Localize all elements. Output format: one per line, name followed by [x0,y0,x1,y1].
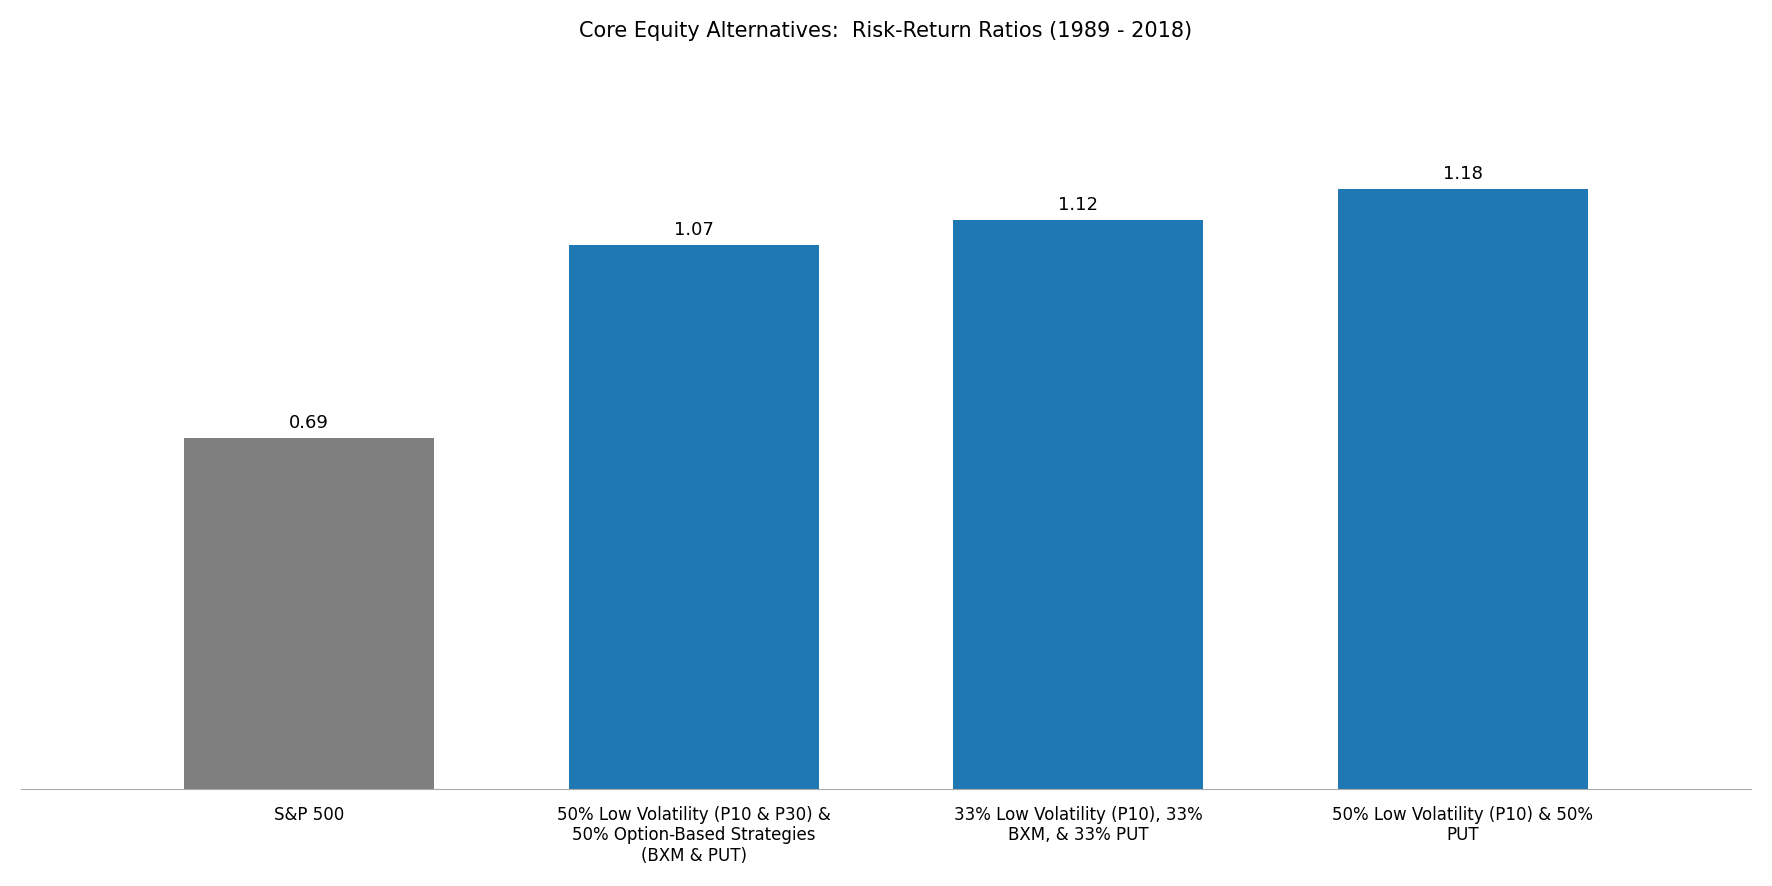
Bar [184,439,434,789]
Text: 0.69: 0.69 [289,415,330,432]
Text: 1.07: 1.07 [673,222,714,239]
Text: 1.18: 1.18 [1442,165,1483,183]
Bar [569,245,819,789]
Text: 1.12: 1.12 [1058,196,1099,214]
Title: Core Equity Alternatives:  Risk-Return Ratios (1989 - 2018): Core Equity Alternatives: Risk-Return Ra… [579,21,1193,41]
Bar [953,220,1203,789]
Bar [1338,190,1588,789]
